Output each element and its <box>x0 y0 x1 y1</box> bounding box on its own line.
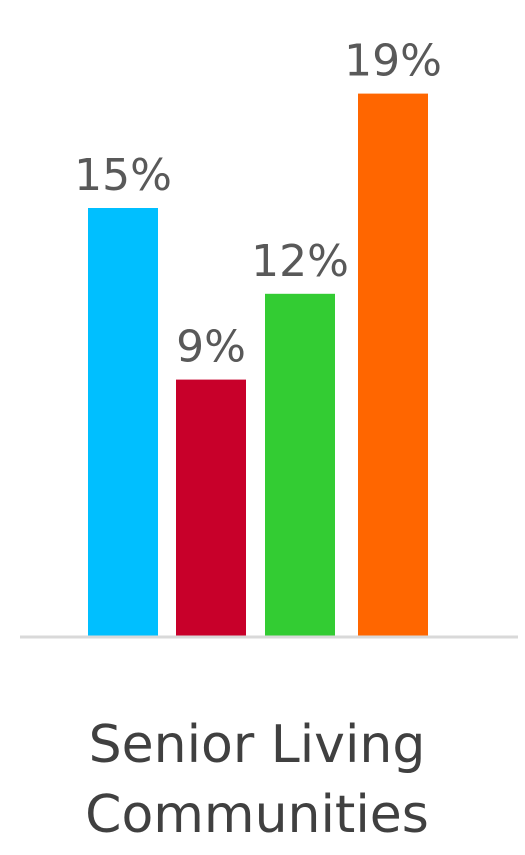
category-label-line-1: Senior Living <box>89 715 426 775</box>
bar-3 <box>265 293 335 637</box>
value-labels-group: 15% 9%12% 19% <box>74 36 442 373</box>
data-label-2: 9% <box>176 322 246 373</box>
bar-1 <box>88 208 158 637</box>
bar-2 <box>176 379 246 637</box>
data-label-1: 15% <box>74 150 172 201</box>
data-label-4: 19% <box>344 36 442 87</box>
bars-group <box>88 93 428 638</box>
bar-4 <box>358 93 428 638</box>
data-label-3: 12% <box>251 236 349 287</box>
category-label-line-2: Communities <box>85 785 429 845</box>
